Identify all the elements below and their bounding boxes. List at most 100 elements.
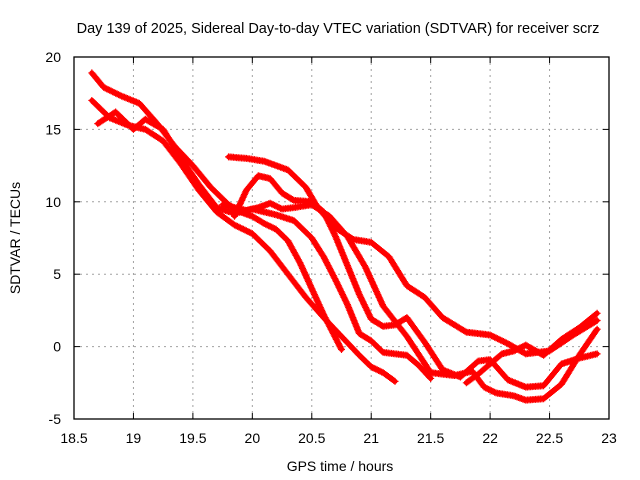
- data-point: [494, 335, 502, 343]
- data-point: [495, 335, 503, 343]
- data-point: [125, 95, 133, 103]
- data-point: [269, 201, 277, 209]
- data-point: [488, 332, 496, 340]
- data-point: [272, 202, 280, 210]
- x-tick-label: 23: [601, 430, 617, 446]
- data-point: [593, 317, 601, 325]
- data-point: [482, 384, 490, 392]
- data-point: [265, 222, 273, 230]
- data-series: [88, 69, 601, 404]
- data-point: [486, 386, 494, 394]
- data-point: [505, 377, 513, 385]
- grid-lines: [74, 57, 609, 419]
- axis-ticks: 18.5 19 19.5 20 20.5 21 21.5 22 22.5 23 -5 0 5 10 15 20: [45, 49, 617, 446]
- data-point: [235, 223, 243, 231]
- plot-frame: [73, 56, 610, 420]
- x-tick-label: 20.5: [298, 430, 325, 446]
- data-point: [508, 378, 516, 386]
- data-point: [338, 345, 345, 353]
- data-point: [461, 327, 469, 335]
- data-point: [274, 203, 282, 211]
- data-point: [517, 343, 525, 351]
- data-point: [241, 226, 249, 234]
- data-point: [260, 220, 268, 228]
- data-point: [519, 382, 527, 390]
- data-point: [101, 84, 109, 92]
- x-tick-label: 19.5: [179, 430, 206, 446]
- y-axis-label: SDTVAR / TECUs: [7, 182, 23, 294]
- data-point: [116, 91, 124, 99]
- chart-title: Day 139 of 2025, Sidereal Day-to-day VTE…: [77, 21, 600, 37]
- data-point: [122, 94, 130, 102]
- data-point: [271, 201, 279, 209]
- data-point: [504, 376, 512, 384]
- data-point: [124, 95, 131, 103]
- x-tick-label: 20: [245, 430, 261, 446]
- data-point: [113, 90, 121, 98]
- data-point: [480, 383, 488, 391]
- data-point: [110, 116, 118, 124]
- data-point: [489, 332, 497, 340]
- data-point: [239, 225, 247, 233]
- data-point: [268, 200, 276, 208]
- data-point: [486, 331, 494, 339]
- x-tick-label: 22.5: [536, 430, 563, 446]
- data-point: [488, 387, 496, 395]
- x-axis-label: GPS time / hours: [287, 458, 394, 474]
- data-point: [390, 376, 398, 384]
- data-point: [514, 380, 522, 388]
- series-track-5: [231, 172, 601, 391]
- data-point: [231, 221, 238, 229]
- data-point: [375, 366, 383, 374]
- x-tick-label: 21.5: [417, 430, 444, 446]
- data-point: [516, 344, 524, 352]
- data-point: [593, 309, 601, 317]
- series-track-7: [462, 309, 601, 387]
- y-tick-label: 20: [45, 49, 61, 65]
- data-point: [373, 366, 381, 374]
- data-point: [510, 347, 518, 355]
- data-point: [516, 381, 524, 389]
- data-point: [514, 345, 522, 353]
- data-point: [104, 86, 112, 94]
- data-point: [119, 93, 127, 101]
- data-point: [238, 225, 246, 233]
- data-point: [115, 91, 123, 99]
- data-point: [128, 96, 136, 104]
- data-point: [109, 88, 117, 96]
- data-point: [132, 98, 140, 106]
- x-tick-label: 19: [126, 430, 142, 446]
- data-point: [485, 385, 493, 393]
- data-point: [232, 222, 240, 230]
- data-point: [113, 117, 121, 125]
- data-point: [118, 92, 126, 100]
- data-point: [489, 387, 497, 395]
- data-point: [593, 350, 601, 358]
- data-point: [269, 224, 277, 232]
- data-point: [107, 87, 115, 95]
- data-point: [497, 336, 505, 344]
- data-point: [289, 196, 297, 204]
- data-point: [126, 96, 134, 104]
- y-tick-label: -5: [49, 411, 62, 427]
- data-point: [112, 116, 120, 124]
- data-point: [110, 88, 118, 96]
- data-point: [513, 345, 521, 353]
- data-point: [245, 228, 253, 236]
- data-point: [376, 367, 384, 375]
- y-tick-label: 0: [53, 339, 61, 355]
- data-point: [268, 223, 276, 231]
- data-point: [266, 199, 274, 207]
- data-point: [370, 364, 378, 372]
- x-tick-label: 22: [482, 430, 498, 446]
- data-point: [426, 373, 434, 381]
- data-point: [501, 338, 509, 346]
- x-tick-label: 18.5: [60, 430, 87, 446]
- data-point: [593, 325, 601, 333]
- data-point: [275, 204, 283, 212]
- y-tick-label: 15: [45, 121, 61, 137]
- data-point: [369, 364, 377, 372]
- data-point: [507, 377, 515, 385]
- x-tick-label: 21: [363, 430, 379, 446]
